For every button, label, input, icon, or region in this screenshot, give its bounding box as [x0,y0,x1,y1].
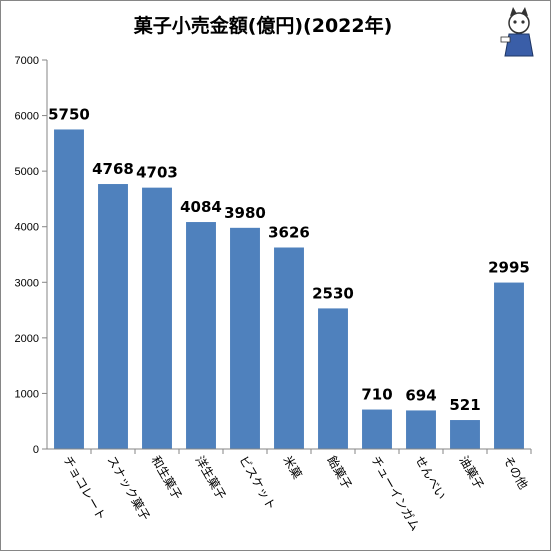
bar [54,129,84,449]
x-tick-label: その他 [500,454,530,492]
bar [274,247,304,449]
x-tick-label: ビスケット [236,454,278,513]
y-tick-label: 1000 [15,388,39,400]
data-label: 2995 [488,259,530,277]
x-tick-label: 和生菓子 [148,454,184,503]
y-tick-label: 7000 [15,55,39,67]
bar [186,222,216,449]
y-tick-label: 2000 [15,333,39,345]
x-tick-label: 洋生菓子 [192,453,229,502]
x-tick-label: チューインガム [368,454,422,534]
y-tick-label: 5000 [15,166,39,178]
data-label: 521 [449,396,480,414]
chart-title: 菓子小売金額(億円)(2022年) [133,14,393,37]
y-tick-label: 4000 [15,222,39,234]
bar [406,410,436,449]
data-label: 3626 [268,223,310,241]
x-tick-label: 米菓 [280,454,304,482]
y-tick-label: 3000 [15,277,39,289]
data-label: 3980 [224,204,266,222]
bar [142,187,172,449]
bar [230,227,260,449]
bar [494,282,524,449]
data-label: 2530 [312,284,354,302]
data-label: 5750 [48,105,90,123]
x-tick-label: スナック菓子 [104,454,152,523]
data-label: 710 [361,386,392,404]
mascot-logo [500,7,534,57]
data-label: 4703 [136,164,178,182]
x-tick-label: チョコレート [60,454,108,523]
data-label: 694 [405,386,436,404]
x-tick-label: 飴菓子 [324,453,355,492]
bar [98,184,128,449]
y-tick-label: 0 [33,444,39,456]
bar [450,420,480,449]
bar [318,308,348,449]
x-tick-label: 油菓子 [456,454,486,492]
y-axis: 0 1000 2000 3000 4000 5000 6000 7000 [15,55,48,456]
data-label: 4084 [180,198,222,216]
y-tick-label: 6000 [15,111,39,123]
bar [362,409,392,449]
data-label: 4768 [92,160,134,178]
x-tick-label: せんべい [412,454,448,503]
